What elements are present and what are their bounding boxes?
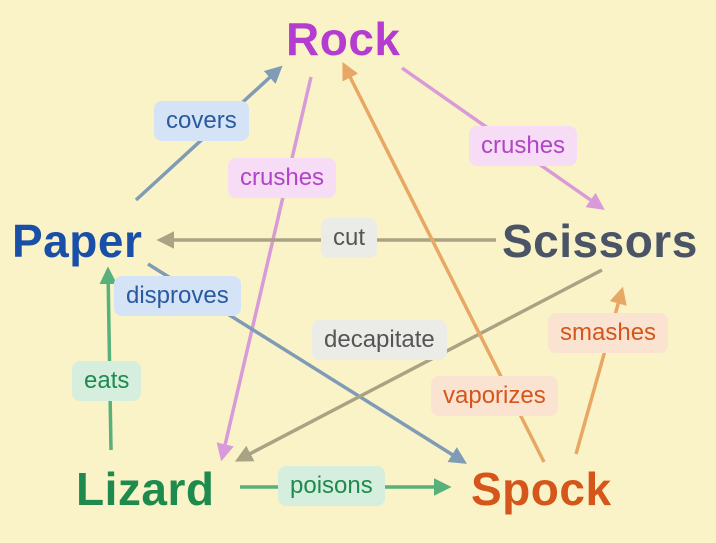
edge-label-cut: cut (321, 218, 378, 258)
edge-label-eats: eats (72, 361, 142, 401)
edge-label-decapitate: decapitate (312, 320, 447, 360)
edge-label-vaporizes: vaporizes (431, 376, 558, 416)
edge-label-rock-crushes-lizard: crushes (228, 158, 337, 198)
node-paper: Paper (12, 215, 143, 267)
edge-label-covers: covers (154, 101, 249, 141)
edge-label-poisons: poisons (278, 466, 385, 506)
node-rock: Rock (286, 13, 401, 65)
edge-label-rock-crushes-scissors: crushes (469, 126, 578, 166)
edge-scissors-decapitate-lizard (234, 268, 603, 462)
edge-label-smashes: smashes (548, 313, 669, 353)
node-lizard: Lizard (76, 463, 215, 515)
edge-lizard-eats-paper (99, 266, 117, 451)
edge-rock-crushes-lizard (216, 76, 313, 462)
node-spock: Spock (471, 463, 612, 515)
node-scissors: Scissors (502, 215, 698, 267)
edge-label-disproves: disproves (114, 276, 241, 316)
